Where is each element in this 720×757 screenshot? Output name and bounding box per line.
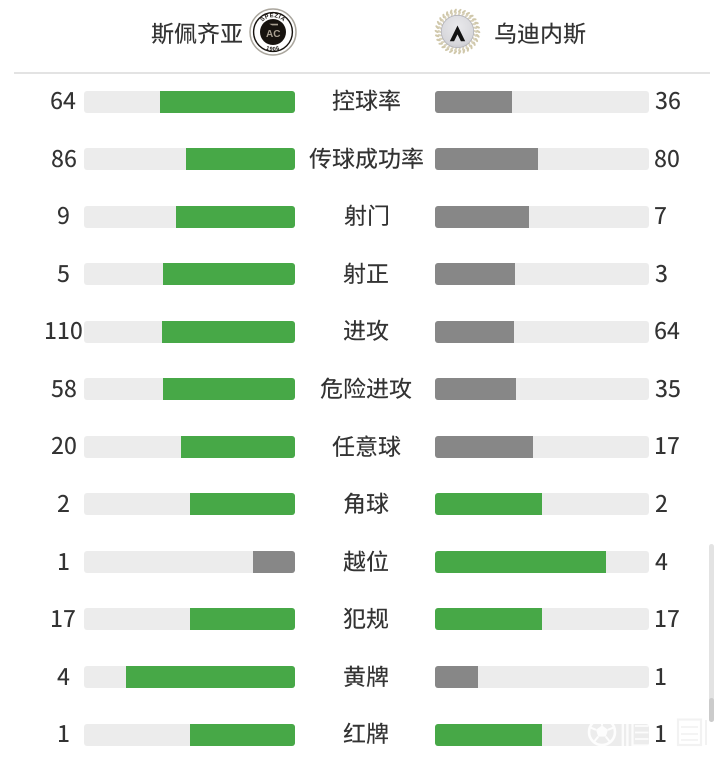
svg-text:1906: 1906 [265,45,281,52]
svg-text:AC: AC [266,29,280,40]
svg-text:SPEZIA: SPEZIA [260,13,287,23]
